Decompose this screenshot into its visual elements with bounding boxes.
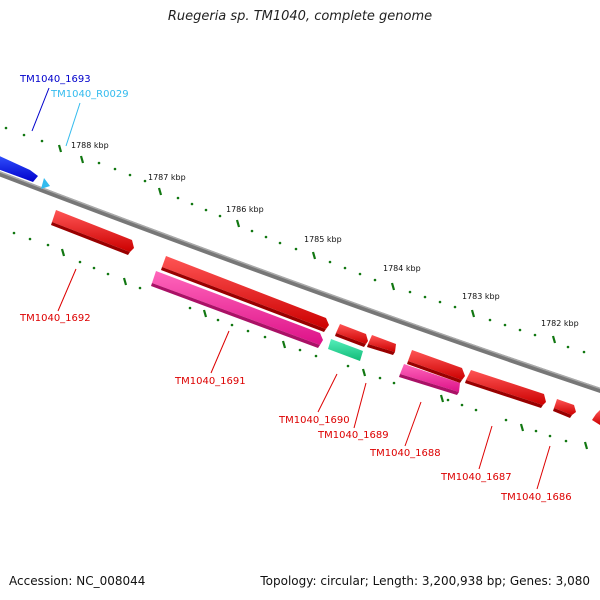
tick-label: 1782 kbp — [541, 319, 579, 328]
gene-TM1040_R0029[interactable] — [41, 178, 50, 189]
gene-label[interactable]: TM1040_1690 — [278, 415, 350, 426]
tick-label: 1786 kbp — [226, 205, 264, 214]
gene-TM1040_1691[interactable] — [151, 271, 323, 348]
gene-label[interactable]: TM1040_1689 — [317, 430, 389, 441]
gene-partial-right[interactable] — [592, 410, 600, 425]
tick-label: 1787 kbp — [148, 173, 186, 182]
accession-text: Accession: NC_008044 — [9, 574, 146, 588]
gene-TM1040_1687[interactable] — [465, 370, 546, 408]
leader-lines — [31, 87, 551, 490]
gene-label[interactable]: TM1040_1686 — [500, 492, 572, 503]
gene-label[interactable]: TM1040_1692 — [19, 313, 91, 324]
tick-label: 1785 kbp — [304, 235, 342, 244]
gene-label[interactable]: TM1040_1687 — [440, 472, 512, 483]
inner-tick-ring — [12, 231, 568, 443]
gene-label[interactable]: TM1040_1691 — [174, 376, 246, 387]
page-title: Ruegeria sp. TM1040, complete genome — [167, 9, 433, 24]
gene-TM1040_1693[interactable] — [0, 154, 38, 182]
tick-label: 1784 kbp — [383, 264, 421, 273]
gene-TM1040_1688a[interactable] — [407, 350, 465, 383]
genome-backbone — [0, 171, 600, 393]
gene-TM1040_1691a[interactable] — [161, 256, 329, 332]
inner-major-ticks — [60, 248, 589, 450]
gene-TM1040_1688[interactable] — [399, 364, 460, 395]
gene-label[interactable]: TM1040_1693 — [19, 74, 91, 85]
gene-TM1040_1686[interactable] — [553, 399, 576, 418]
gene-TM1040_1689[interactable] — [367, 335, 396, 355]
tick-label: 1783 kbp — [462, 292, 500, 301]
gene-TM1040_1690-green[interactable] — [328, 339, 363, 361]
gene-TM1040_1690[interactable] — [335, 324, 368, 347]
gene-label[interactable]: TM1040_R0029 — [50, 89, 129, 100]
outer-tick-ring — [4, 126, 586, 354]
genome-summary-text: Topology: circular; Length: 3,200,938 bp… — [260, 574, 590, 588]
tick-label: 1788 kbp — [71, 141, 109, 150]
outer-major-ticks — [57, 144, 557, 344]
gene-TM1040_1692[interactable] — [51, 210, 134, 255]
gene-label[interactable]: TM1040_1688 — [369, 448, 441, 459]
